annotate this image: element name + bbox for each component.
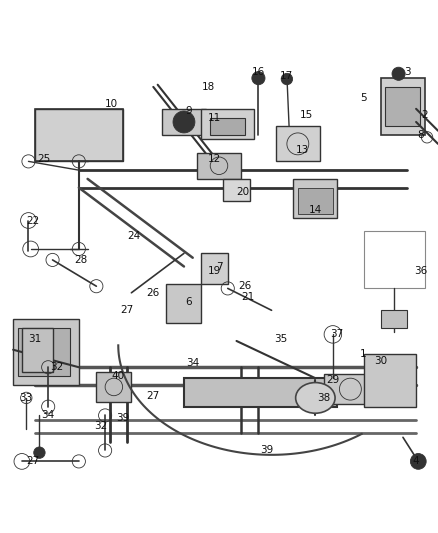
Text: 35: 35 (274, 334, 287, 344)
Bar (276, 126, 320, 161)
Text: 31: 31 (28, 334, 42, 344)
Bar (96, 372, 131, 402)
Bar (35, 109, 123, 161)
Text: 11: 11 (208, 112, 221, 123)
Text: 14: 14 (309, 205, 322, 215)
Text: 13: 13 (296, 146, 309, 156)
Text: 10: 10 (105, 100, 118, 109)
Bar (166, 284, 201, 324)
Text: 6: 6 (185, 296, 192, 306)
Text: 27: 27 (147, 391, 160, 401)
Text: 16: 16 (252, 67, 265, 77)
Bar (13, 319, 79, 385)
Bar (223, 179, 250, 201)
Text: 19: 19 (208, 266, 221, 276)
Text: 4: 4 (413, 456, 420, 466)
Text: 18: 18 (201, 82, 215, 92)
Bar (197, 152, 241, 179)
Text: 40: 40 (112, 371, 125, 381)
Text: 30: 30 (374, 356, 388, 366)
Circle shape (173, 111, 195, 133)
Text: 32: 32 (50, 362, 64, 372)
Text: 15: 15 (300, 110, 313, 120)
Text: 38: 38 (318, 393, 331, 403)
Text: 12: 12 (208, 154, 221, 164)
Text: 25: 25 (37, 154, 50, 164)
Text: 26: 26 (239, 281, 252, 291)
Circle shape (34, 447, 45, 458)
Bar (162, 109, 206, 135)
Text: 20: 20 (237, 187, 250, 197)
Text: 34: 34 (42, 410, 55, 421)
Text: 1: 1 (360, 349, 367, 359)
Circle shape (392, 67, 405, 80)
Text: 37: 37 (331, 329, 344, 340)
Circle shape (281, 74, 293, 85)
Text: 34: 34 (186, 358, 199, 368)
Bar (184, 378, 337, 407)
Text: 39: 39 (116, 413, 129, 423)
Bar (324, 374, 377, 405)
Bar (364, 231, 425, 288)
Text: 22: 22 (26, 215, 39, 225)
Bar (201, 253, 228, 284)
Bar (184, 378, 337, 407)
Text: 5: 5 (360, 93, 367, 103)
Bar (385, 87, 420, 126)
Bar (381, 310, 407, 328)
Bar (35, 109, 123, 161)
Bar (293, 179, 337, 219)
Text: 36: 36 (414, 266, 427, 276)
Text: 9: 9 (185, 106, 192, 116)
Bar (18, 328, 70, 376)
Bar (201, 109, 254, 140)
Circle shape (410, 454, 426, 469)
Text: 8: 8 (417, 130, 424, 140)
Text: 21: 21 (241, 292, 254, 302)
Text: 27: 27 (120, 305, 134, 316)
Text: 39: 39 (261, 446, 274, 456)
Text: 29: 29 (326, 375, 339, 385)
Text: 17: 17 (280, 71, 293, 81)
Bar (364, 354, 416, 407)
Text: 26: 26 (147, 288, 160, 298)
Bar (381, 78, 425, 135)
Text: 7: 7 (215, 262, 223, 271)
Bar (22, 328, 53, 372)
Text: 3: 3 (404, 67, 411, 77)
Text: 24: 24 (127, 231, 140, 241)
Text: 27: 27 (26, 456, 39, 466)
Text: 33: 33 (20, 393, 33, 403)
Text: 2: 2 (421, 110, 428, 120)
Bar (210, 118, 245, 135)
Ellipse shape (296, 383, 335, 413)
Text: 32: 32 (94, 422, 107, 431)
Bar (298, 188, 333, 214)
Text: 28: 28 (74, 255, 88, 265)
Circle shape (252, 71, 265, 85)
